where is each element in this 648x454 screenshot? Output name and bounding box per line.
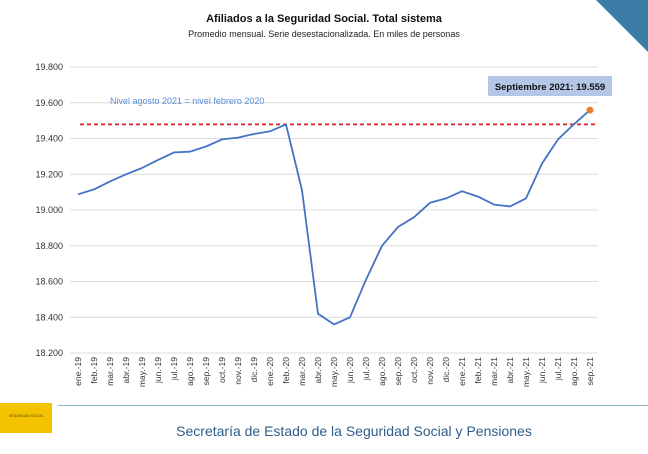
footer-divider — [58, 405, 648, 406]
x-tick-label: may.-20 — [329, 357, 339, 387]
x-tick-label: abr.-19 — [121, 357, 131, 384]
x-tick-label: abr.-21 — [505, 357, 515, 384]
y-tick-label: 19.200 — [35, 169, 63, 179]
y-tick-label: 19.000 — [35, 205, 63, 215]
x-tick-label: ene.-20 — [265, 357, 275, 386]
footer-logo: SEGURIDAD SOCIAL — [0, 403, 52, 433]
x-tick-label: oct.-20 — [409, 357, 419, 383]
x-tick-label: nov.-20 — [425, 357, 435, 385]
x-tick-label: mar.-19 — [105, 357, 115, 386]
y-tick-label: 18.200 — [35, 348, 63, 358]
x-tick-label: dic.-20 — [441, 357, 451, 383]
x-tick-label: sep.-20 — [393, 357, 403, 386]
footer-logo-text: SEGURIDAD SOCIAL — [9, 414, 44, 418]
y-tick-label: 19.400 — [35, 134, 63, 144]
chart-subtitle: Promedio mensual. Serie desestacionaliza… — [188, 29, 460, 39]
x-tick-label: feb.-19 — [89, 357, 99, 384]
y-tick-label: 18.600 — [35, 277, 63, 287]
x-tick-label: ago.-21 — [569, 357, 579, 386]
y-tick-label: 19.600 — [35, 98, 63, 108]
line-chart: 18.200 18.400 18.600 18.800 19.000 19.200 19.4… — [35, 62, 612, 387]
x-tick-label: feb.-20 — [281, 357, 291, 384]
x-tick-label: jul.-20 — [361, 357, 371, 381]
x-tick-label: nov.-19 — [233, 357, 243, 385]
x-tick-label: jul.-19 — [169, 357, 179, 381]
x-tick-label: mar.-21 — [489, 357, 499, 386]
x-tick-label: sep.-19 — [201, 357, 211, 386]
x-tick-label: may.-19 — [137, 357, 147, 387]
x-tick-label: ago.-19 — [185, 357, 195, 386]
x-tick-label: jun.-19 — [153, 357, 163, 384]
series-line — [77, 109, 591, 326]
x-tick-label: jul.-21 — [553, 357, 563, 381]
x-tick-label: ene.-19 — [73, 357, 83, 386]
y-tick-label: 18.800 — [35, 241, 63, 251]
x-tick-label: mar.-20 — [297, 357, 307, 386]
highlight-point — [586, 106, 594, 114]
x-tick-label: feb.-21 — [473, 357, 483, 384]
x-tick-label: ene.-21 — [457, 357, 467, 386]
x-tick-label: jun.-20 — [345, 357, 355, 384]
y-tick-label: 18.400 — [35, 312, 63, 322]
chart-title: Afiliados a la Seguridad Social. Total s… — [206, 13, 442, 25]
x-tick-label: jun.-21 — [537, 357, 547, 384]
x-tick-label: may.-21 — [521, 357, 531, 387]
callout-box — [488, 76, 612, 96]
callout-label: Septiembre 2021: 19.559 — [495, 82, 605, 93]
corner-decoration — [596, 0, 648, 52]
footer-title: Secretaría de Estado de la Seguridad Soc… — [176, 423, 532, 439]
x-tick-label: sep.-21 — [585, 357, 595, 386]
y-tick-label: 19.800 — [35, 62, 63, 72]
x-tick-label: abr.-20 — [313, 357, 323, 384]
reference-line-label: Nivel agosto 2021 = nivel febrero 2020 — [110, 96, 264, 106]
x-tick-label: dic.-19 — [249, 357, 259, 383]
x-tick-label: ago.-20 — [377, 357, 387, 386]
x-tick-label: oct.-19 — [217, 357, 227, 383]
